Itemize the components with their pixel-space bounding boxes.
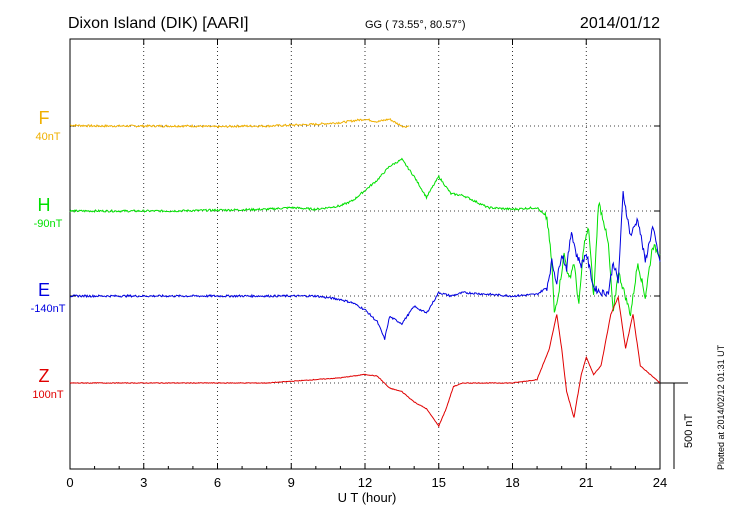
series-offset-E: -140nT bbox=[31, 303, 66, 315]
station-coordinates: GG ( 73.55°, 80.57°) bbox=[365, 19, 466, 31]
series-letter-E: E bbox=[38, 280, 50, 300]
x-tick-label: 24 bbox=[653, 475, 667, 490]
scale-bar-label: 500 nT bbox=[683, 413, 695, 448]
series-letter-F: F bbox=[39, 108, 50, 128]
x-tick-label: 18 bbox=[505, 475, 519, 490]
x-tick-label: 0 bbox=[66, 475, 73, 490]
x-axis-ticks bbox=[69, 39, 661, 469]
x-tick-label: 12 bbox=[358, 475, 372, 490]
x-axis-tick-labels: 0 3 6 9 12 15 18 21 24 bbox=[66, 475, 667, 490]
scale-bar: 500 nT bbox=[660, 382, 695, 469]
series-letter-Z: Z bbox=[39, 366, 50, 386]
series-lines bbox=[69, 118, 661, 428]
x-tick-label: 15 bbox=[432, 475, 446, 490]
plotted-timestamp-note: Plotted at 2014/02/12 01:31 UT bbox=[716, 344, 726, 470]
chart-date: 2014/01/12 bbox=[580, 15, 660, 32]
chart-title: Dixon Island (DIK) [AARI] bbox=[68, 15, 249, 32]
x-tick-label: 9 bbox=[288, 475, 295, 490]
x-axis-label: U T (hour) bbox=[338, 490, 397, 505]
series-letter-H: H bbox=[38, 195, 51, 215]
series-line-Z bbox=[69, 295, 661, 428]
series-labels: F 40nT H -90nT E -140nT Z 100nT bbox=[31, 108, 66, 401]
x-tick-label: 21 bbox=[579, 475, 593, 490]
x-tick-label: 6 bbox=[214, 475, 221, 490]
series-offset-F: 40nT bbox=[35, 131, 60, 143]
horizontal-gridlines bbox=[70, 125, 660, 384]
x-tick-label: 3 bbox=[140, 475, 147, 490]
series-line-E bbox=[70, 191, 661, 340]
series-offset-H: -90nT bbox=[34, 218, 63, 230]
series-line-H bbox=[69, 157, 661, 317]
series-offset-Z: 100nT bbox=[32, 389, 63, 401]
vertical-gridlines bbox=[143, 39, 587, 469]
series-line-F bbox=[69, 118, 410, 129]
